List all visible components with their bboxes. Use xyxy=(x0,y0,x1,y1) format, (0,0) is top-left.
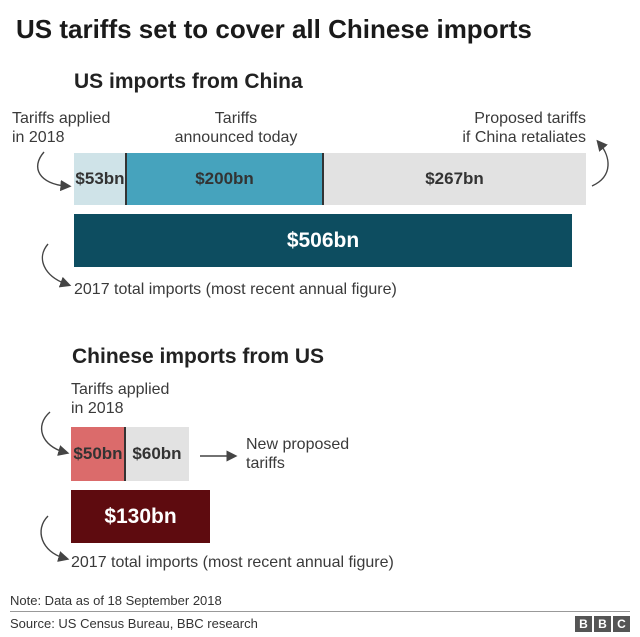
section-title-us-imports: US imports from China xyxy=(74,70,303,93)
annotation-us-total-imports: 2017 total imports (most recent annual f… xyxy=(74,281,397,298)
cn-imports-stacked-bar: $50bn $60bn xyxy=(71,427,189,481)
us-imports-stacked-bar: $53bn $200bn $267bn xyxy=(74,153,586,205)
bar-segment: $200bn xyxy=(126,153,323,205)
bbc-logo-letter: B xyxy=(594,616,611,632)
bbc-logo-letter: C xyxy=(613,616,630,632)
annotation-proposed-tariffs: Proposed tariffs if China retaliates xyxy=(462,110,586,146)
bbc-logo-letter: B xyxy=(575,616,592,632)
annotation-cn-tariffs-applied-2018: Tariffs applied in 2018 xyxy=(71,381,170,417)
annotation-tariffs-announced: Tariffs announced today xyxy=(174,110,298,146)
arrow-cn-tariffs-2018 xyxy=(40,411,70,456)
note-text: Note: Data as of 18 September 2018 xyxy=(10,593,222,608)
arrow-us-total xyxy=(41,243,72,288)
us-total-imports-bar: $506bn xyxy=(74,214,572,267)
segment-divider xyxy=(322,153,324,205)
bar-segment: $60bn xyxy=(125,427,189,481)
annotation-new-proposed-tariffs: New proposed tariffs xyxy=(246,436,350,472)
segment-divider xyxy=(124,427,126,481)
bar-segment: $53bn xyxy=(74,153,126,205)
footer-rule xyxy=(10,611,630,612)
chart-title: US tariffs set to cover all Chinese impo… xyxy=(16,14,532,44)
bar-segment: $50bn xyxy=(71,427,125,481)
bbc-logo: B B C xyxy=(575,616,630,632)
arrow-tariffs-2018 xyxy=(37,151,72,192)
section-title-chinese-imports: Chinese imports from US xyxy=(72,345,325,368)
source-text: Source: US Census Bureau, BBC research xyxy=(10,616,258,631)
annotation-tariffs-applied-2018: Tariffs applied in 2018 xyxy=(12,110,111,146)
cn-total-imports-bar: $130bn xyxy=(71,490,210,543)
arrow-proposed-tariffs xyxy=(591,139,609,187)
segment-divider xyxy=(125,153,127,205)
annotation-cn-total-imports: 2017 total imports (most recent annual f… xyxy=(71,554,394,571)
bar-segment: $267bn xyxy=(323,153,586,205)
arrow-cn-total xyxy=(40,515,70,562)
